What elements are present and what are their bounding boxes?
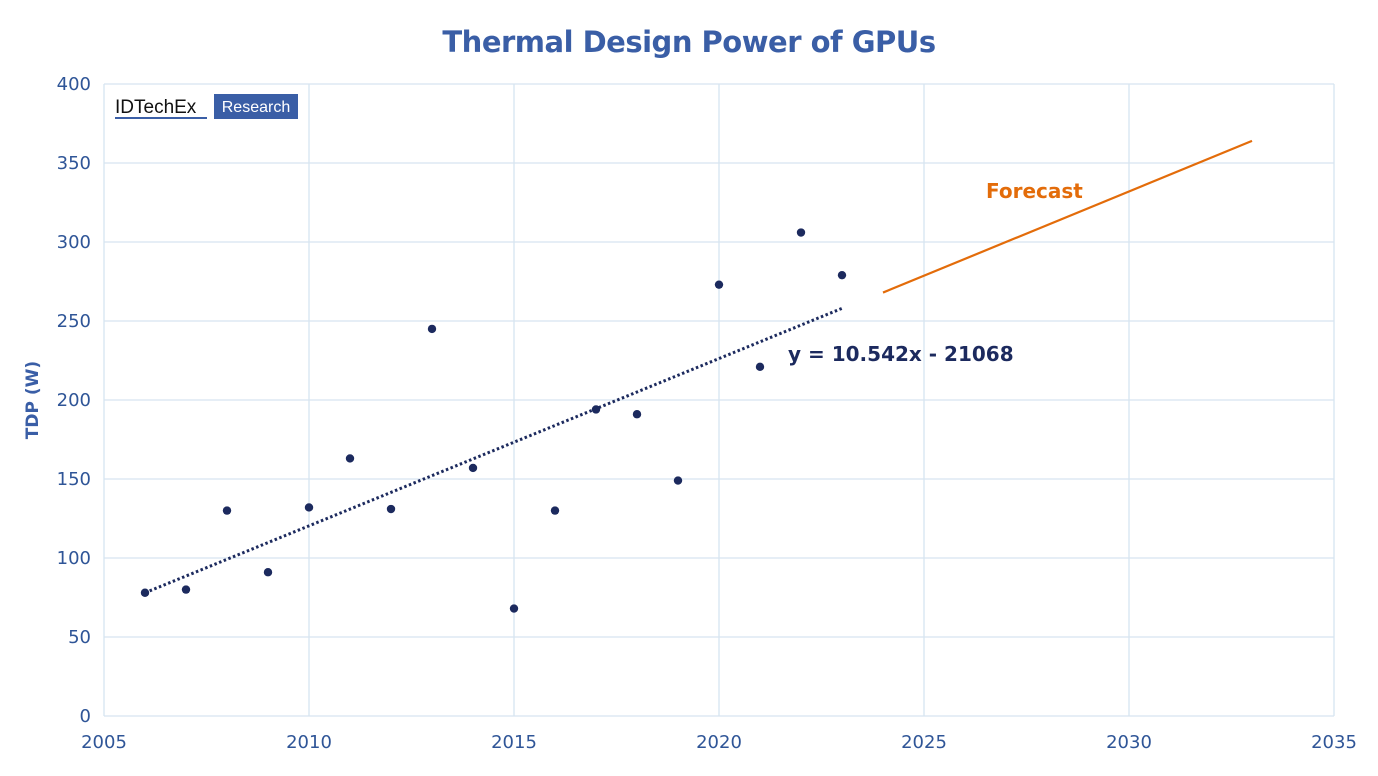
- data-point: [632, 410, 642, 419]
- data-point: [263, 568, 273, 577]
- data-point: [796, 228, 806, 237]
- data-point: [591, 405, 601, 414]
- x-tick-label: 2025: [901, 732, 947, 753]
- y-tick-label: 400: [57, 74, 91, 95]
- data-point: [755, 362, 765, 372]
- data-points: [140, 228, 847, 613]
- data-point: [714, 280, 724, 289]
- y-axis-label: TDP (W): [23, 361, 43, 439]
- x-tick-label: 2020: [696, 732, 742, 753]
- y-axis: 0 50 100 150 200 250 300 350 400: [57, 74, 91, 727]
- data-point: [509, 604, 519, 613]
- x-tick-label: 2010: [286, 732, 332, 753]
- x-tick-label: 2030: [1106, 732, 1152, 753]
- data-point: [345, 454, 355, 463]
- y-tick-label: 250: [57, 311, 91, 332]
- y-tick-label: 300: [57, 232, 91, 253]
- y-tick-label: 50: [68, 627, 91, 648]
- logo-badge-text: Research: [222, 99, 290, 116]
- y-tick-label: 150: [57, 469, 91, 490]
- data-point: [427, 324, 437, 334]
- chart-title: Thermal Design Power of GPUs: [442, 25, 935, 59]
- x-tick-label: 2035: [1311, 732, 1357, 753]
- data-point: [304, 503, 314, 512]
- y-tick-label: 100: [57, 548, 91, 569]
- logo-badge: [214, 94, 298, 119]
- idtechex-logo: IDTechEx Research: [115, 94, 298, 119]
- data-point: [181, 585, 191, 594]
- data-point: [673, 476, 683, 485]
- data-point: [550, 506, 560, 515]
- x-tick-label: 2005: [81, 732, 127, 753]
- trendline: [144, 306, 843, 595]
- forecast-line: [882, 139, 1253, 294]
- y-tick-label: 350: [57, 153, 91, 174]
- logo-underline: [115, 117, 207, 119]
- grid-lines: [103, 83, 1335, 717]
- data-point: [140, 588, 150, 597]
- y-tick-label: 200: [57, 390, 91, 411]
- trendline-equation: y = 10.542x - 21068: [788, 342, 1014, 366]
- data-point: [222, 506, 232, 515]
- data-point: [386, 504, 396, 514]
- logo-brand-text: IDTechEx: [115, 97, 197, 118]
- data-point: [837, 270, 847, 280]
- forecast-label: Forecast: [986, 179, 1083, 203]
- x-tick-label: 2015: [491, 732, 537, 753]
- data-point: [468, 463, 478, 473]
- x-axis: 2005 2010 2015 2020 2025 2030 2035: [81, 732, 1357, 753]
- y-tick-label: 0: [80, 706, 91, 727]
